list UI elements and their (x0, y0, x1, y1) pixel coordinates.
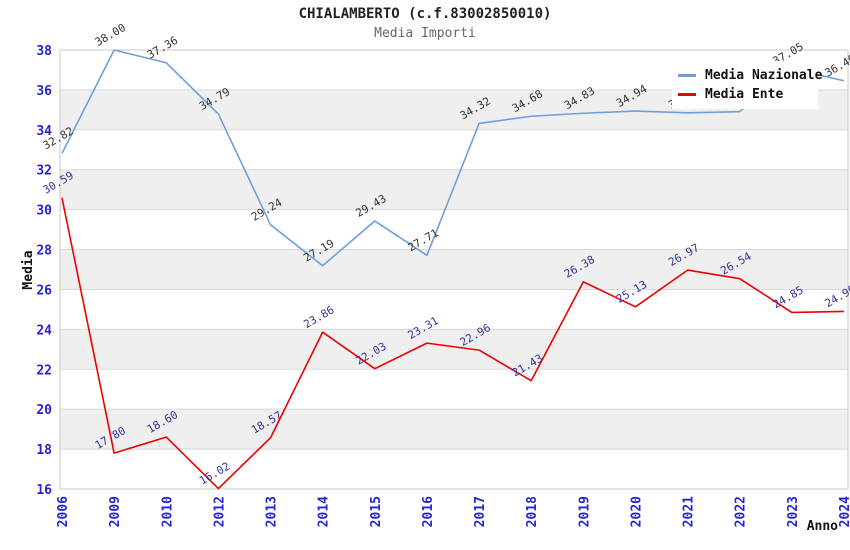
x-tick-label: 2015 (369, 496, 384, 527)
y-tick-label: 24 (36, 323, 52, 338)
y-tick-label: 34 (36, 124, 52, 139)
y-tick-label: 22 (36, 363, 52, 378)
legend-line-marker-blue (678, 74, 696, 77)
legend-label: Media Ente (705, 87, 784, 102)
y-tick-label: 28 (36, 244, 52, 259)
x-tick-label: 2006 (56, 496, 71, 527)
legend-line-marker-red (678, 93, 696, 96)
grid-band (60, 409, 848, 450)
x-tick-label: 2021 (682, 496, 697, 527)
y-tick-label: 36 (36, 84, 52, 99)
series-line-media-nazionale (61, 49, 845, 267)
y-tick-label: 30 (36, 204, 52, 219)
x-tick-label: 2012 (212, 496, 227, 527)
data-label: 38.00 (93, 21, 128, 49)
data-label: 23.86 (301, 303, 336, 331)
legend: Media Nazionale Media Ente (672, 61, 822, 109)
y-tick-label: 18 (36, 443, 52, 458)
y-axis-title: Media (21, 250, 36, 289)
chart-title: CHIALAMBERTO (c.f.83002850010) (298, 6, 552, 22)
plot-border (59, 49, 849, 490)
x-tick-label: 2023 (786, 496, 801, 527)
data-label: 37.36 (145, 34, 180, 62)
chart-subtitle: Media Importi (374, 26, 476, 41)
x-tick-label: 2022 (734, 496, 749, 527)
x-tick-label: 2018 (525, 496, 540, 527)
x-tick-label: 2024 (838, 496, 850, 527)
x-axis-title: Anno (807, 519, 838, 534)
x-tick-label: 2020 (629, 496, 644, 527)
series-line-media-ente (61, 197, 845, 490)
x-tick-label: 2010 (160, 496, 175, 527)
x-tick-label: 2013 (265, 496, 280, 527)
legend-label: Media Nazionale (705, 68, 823, 83)
legend-item-media-nazionale: Media Nazionale (678, 66, 822, 85)
legend-item-media-ente: Media Ente (678, 85, 818, 104)
data-label: 36.46 (823, 52, 850, 80)
data-label: 16.02 (197, 460, 232, 488)
x-tick-label: 2019 (577, 496, 592, 527)
grid-band (60, 329, 848, 370)
y-tick-label: 26 (36, 283, 52, 298)
y-tick-label: 32 (36, 164, 52, 179)
x-tick-label: 2017 (473, 496, 488, 527)
y-tick-label: 20 (36, 403, 52, 418)
grid-band (60, 169, 848, 210)
y-tick-label: 16 (36, 483, 52, 498)
grid-band (60, 249, 848, 290)
x-tick-label: 2014 (317, 496, 332, 527)
y-tick-label: 38 (36, 44, 52, 59)
x-tick-label: 2009 (108, 496, 123, 527)
x-tick-label: 2016 (421, 496, 436, 527)
